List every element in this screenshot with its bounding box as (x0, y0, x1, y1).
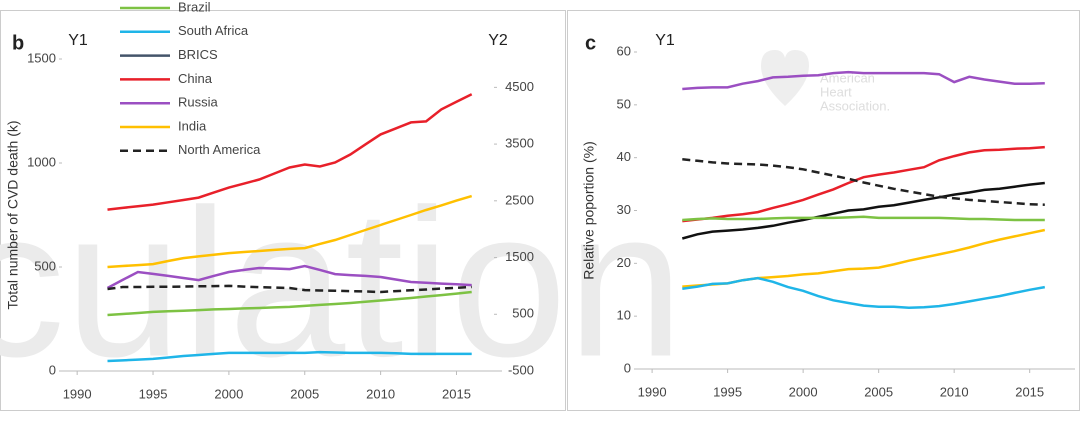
legend-label: India (178, 118, 207, 133)
series-line (107, 93, 473, 211)
y-tick-label: 0 (49, 362, 56, 377)
series-line (682, 228, 1046, 288)
series-line (682, 215, 1045, 222)
panel-label: b (12, 32, 24, 54)
y-tick-label: 60 (617, 43, 631, 58)
x-tick-label: 1995 (713, 384, 742, 399)
legend-label: China (178, 71, 213, 86)
axis-name: Y1 (655, 32, 675, 49)
y2-tick-label: -500 (508, 362, 534, 377)
x-tick-label: 1990 (63, 386, 92, 401)
series-line (682, 70, 1045, 91)
series-line (681, 181, 1045, 240)
y-tick-label: 40 (617, 149, 631, 164)
series-line (106, 264, 472, 290)
series-line (107, 194, 473, 269)
y-tick-label: 50 (617, 96, 631, 111)
y-tick-label: 1000 (27, 154, 56, 169)
logo: American Heart Association. (761, 50, 890, 113)
logo-text: Association. (820, 98, 890, 113)
y2-tick-label: 500 (512, 306, 534, 321)
series-line (107, 290, 472, 317)
series-line (107, 284, 472, 294)
legend-label: North America (178, 142, 261, 157)
y2-tick-label: 4500 (505, 79, 534, 94)
y-tick-label: 1500 (27, 50, 56, 65)
x-tick-label: 2005 (290, 386, 319, 401)
x-tick-label: 2010 (940, 384, 969, 399)
x-tick-label: 2015 (442, 386, 471, 401)
x-tick-label: 1990 (638, 384, 667, 399)
x-tick-label: 2000 (214, 386, 243, 401)
panel-frame (0, 10, 566, 411)
axis-name: Y1 (68, 32, 88, 49)
y-axis-label: Total number of CVD death (k) (5, 120, 21, 309)
legend-label: BRICS (178, 47, 218, 62)
logo-text: Heart (820, 84, 852, 99)
y-tick-label: 30 (617, 202, 631, 217)
series-line (682, 276, 1046, 309)
panel-label: c (585, 32, 596, 54)
y-tick-label: 500 (34, 258, 56, 273)
y-tick-label: 10 (617, 308, 631, 323)
series-line (107, 350, 472, 363)
y2-tick-label: 1500 (505, 249, 534, 264)
legend-label: South Africa (178, 23, 249, 38)
x-tick-label: 2015 (1015, 384, 1044, 399)
y2-tick-label: 3500 (505, 136, 534, 151)
x-tick-label: 2000 (789, 384, 818, 399)
x-tick-label: 1995 (139, 386, 168, 401)
x-tick-label: 2005 (864, 384, 893, 399)
legend-label: Brazil (178, 0, 211, 14)
y-axis-label: Relative poportion (%) (581, 141, 597, 280)
legend-label: Russia (178, 95, 219, 110)
y-tick-label: 0 (624, 360, 631, 375)
series-line (682, 158, 1045, 206)
x-tick-label: 2010 (366, 386, 395, 401)
y2-tick-label: 2500 (505, 192, 534, 207)
series-line (682, 145, 1045, 223)
y-tick-label: 20 (617, 255, 631, 270)
axis-name: Y2 (488, 32, 508, 49)
